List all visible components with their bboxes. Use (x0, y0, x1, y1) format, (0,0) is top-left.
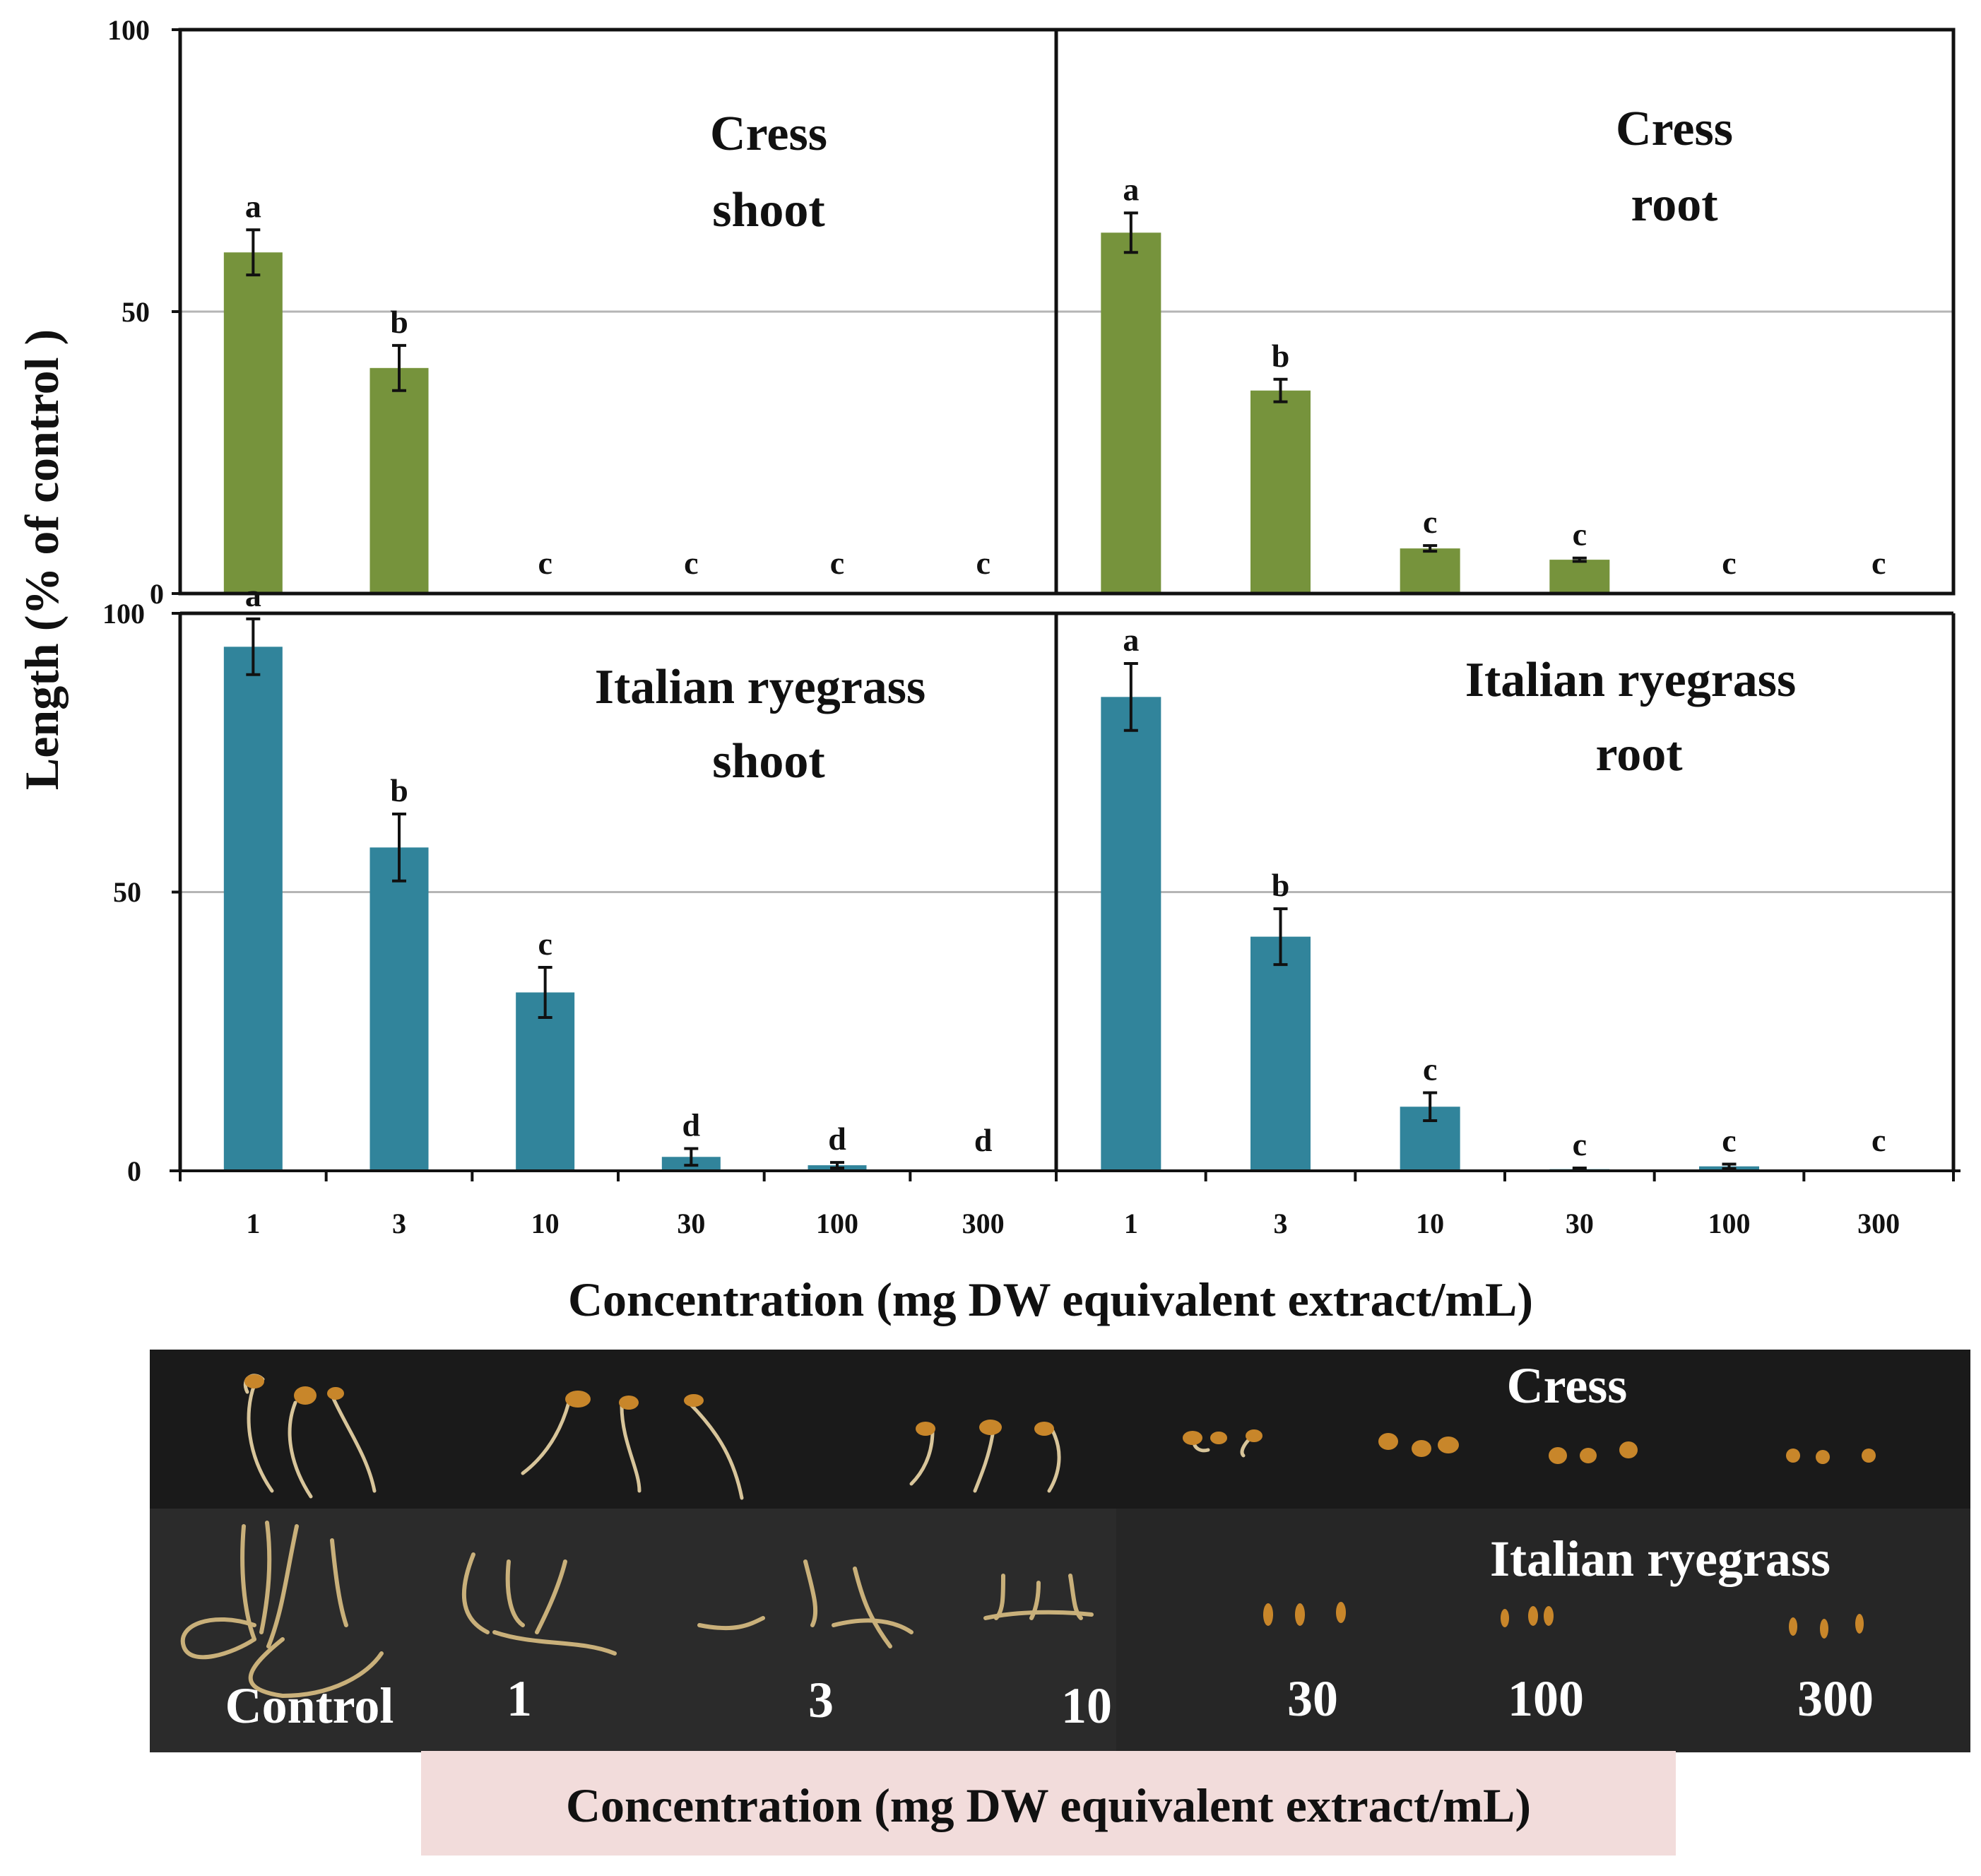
error-bar (246, 617, 261, 676)
photo-label-1: 1 (507, 1670, 532, 1727)
panel-title-ryegrass-shoot-line2: shoot (712, 734, 824, 789)
x-tick-label: 1 (1124, 1208, 1138, 1239)
y-tick-label-top-100: 100 (107, 14, 150, 46)
x-tick-label: 100 (816, 1208, 858, 1239)
significance-letter: c (830, 545, 844, 581)
panel-title-cress-root-line2: root (1631, 177, 1717, 232)
significance-letter: c (538, 545, 552, 581)
error-bar (1423, 1091, 1438, 1122)
gridlines (180, 310, 1953, 893)
bar (369, 367, 429, 594)
bar (223, 647, 283, 1171)
significance-letter: c (1573, 1126, 1587, 1162)
y-axis-label: Length (% of control ) (15, 329, 69, 790)
photo-row-label-cress: Cress (1507, 1357, 1628, 1414)
bar (223, 252, 283, 594)
bar (1400, 548, 1460, 594)
significance-letter: c (1871, 545, 1886, 581)
significance-letter: c (1871, 1122, 1886, 1158)
significance-letter: c (1423, 504, 1437, 540)
significance-letter: b (1272, 867, 1290, 903)
photo-label-30: 30 (1287, 1670, 1338, 1727)
panel-title-cress-shoot-line2: shoot (712, 183, 824, 237)
seedling-photo: Cress Italian ryegrass Control 1 3 10 30… (150, 1350, 1970, 1752)
error-bar (392, 343, 406, 392)
bar (369, 847, 429, 1171)
x-tick-label: 10 (531, 1208, 560, 1239)
significance-letter: c (538, 926, 552, 962)
significance-letter: a (245, 188, 261, 224)
significance-letter: b (390, 772, 408, 808)
y-tick-label-bottom-100: 100 (102, 598, 145, 630)
x-tick-label: 1 (246, 1208, 260, 1239)
significance-letter: c (684, 545, 698, 581)
significance-letter: b (1272, 338, 1290, 374)
panel-title-ryegrass-shoot-line1: Italian ryegrass (595, 660, 926, 714)
seedlings (180, 1374, 1876, 1699)
panel-title-cress-shoot-line1: Cress (710, 107, 827, 161)
x-tick-label: 10 (1416, 1208, 1444, 1239)
y-tick-label-bottom-0: 0 (127, 1155, 141, 1187)
bar (1250, 390, 1311, 594)
significance-letter: d (682, 1107, 701, 1143)
significance-letter: c (1423, 1051, 1437, 1087)
bar (516, 992, 575, 1171)
x-tick-label: 300 (962, 1208, 1005, 1239)
error-bar (1423, 544, 1438, 553)
x-tick-label: 30 (1566, 1208, 1594, 1239)
photo-background-top (150, 1350, 1970, 1509)
error-bar (538, 966, 552, 1020)
error-bar (1123, 662, 1138, 732)
x-tick-label: 100 (1708, 1208, 1751, 1239)
significance-letter: a (1123, 622, 1139, 658)
x-tick-label: 3 (1274, 1208, 1288, 1239)
axis-ticks (172, 28, 1955, 1181)
x-tick-labels: 1 3 10 30 100 300 1 3 10 30 100 300 (246, 1208, 1900, 1239)
significance-letter: c (1722, 545, 1736, 581)
bar (1101, 697, 1161, 1171)
y-tick-label-top-0: 0 (150, 578, 164, 610)
significance-letter: c (976, 545, 990, 581)
panel-title-ryegrass-root-line1: Italian ryegrass (1465, 653, 1797, 707)
panel-title-cress-root-line1: Cress (1616, 102, 1733, 156)
significance-letter: c (1722, 1123, 1736, 1159)
bar (1549, 560, 1610, 594)
error-bar (1123, 211, 1138, 254)
error-bar (1273, 907, 1288, 967)
bar (1250, 936, 1311, 1171)
panel-title-ryegrass-root-line2: root (1595, 727, 1682, 781)
x-tick-label: 30 (677, 1208, 705, 1239)
significance-letter: b (390, 304, 408, 340)
photo-label-3: 3 (808, 1672, 834, 1728)
photo-row-label-ryegrass: Italian ryegrass (1490, 1530, 1831, 1587)
error-bar (1273, 377, 1288, 403)
error-bar (392, 813, 406, 883)
photo-label-10: 10 (1061, 1677, 1112, 1734)
photo-label-100: 100 (1508, 1670, 1584, 1727)
bar (1101, 232, 1161, 594)
photo-label-300: 300 (1797, 1670, 1874, 1727)
y-tick-label-top-50: 50 (122, 296, 150, 328)
y-tick-label-bottom-50: 50 (113, 876, 141, 908)
photo-caption: Concentration (mg DW equivalent extract/… (566, 1778, 1531, 1832)
x-tick-label: 300 (1857, 1208, 1900, 1239)
significance-letter: d (828, 1121, 846, 1157)
error-bar (246, 228, 261, 277)
significance-letter: c (1573, 517, 1587, 553)
panel-frames (170, 28, 1961, 1172)
caption-background (421, 1751, 1676, 1856)
photo-label-control: Control (225, 1677, 394, 1734)
significance-letter: d (974, 1122, 993, 1158)
x-tick-label: 3 (392, 1208, 406, 1239)
x-axis-label: Concentration (mg DW equivalent extract/… (568, 1273, 1533, 1326)
error-bar (830, 1161, 844, 1170)
error-bar (684, 1147, 699, 1167)
error-bar (1722, 1162, 1737, 1170)
significance-letter: a (1123, 171, 1139, 207)
error-bar (1572, 556, 1587, 563)
